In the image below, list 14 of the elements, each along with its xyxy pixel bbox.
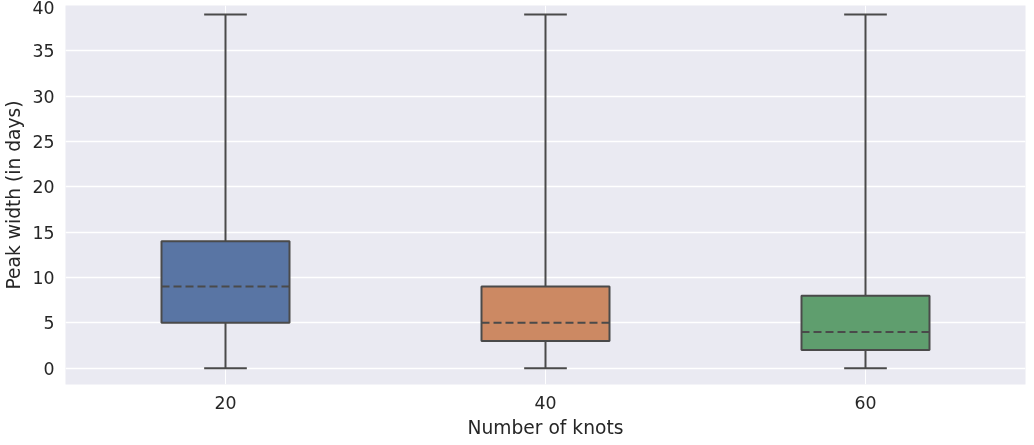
x-axis-title: Number of knots: [467, 416, 624, 438]
x-tick-label: 40: [534, 392, 557, 413]
y-tick-label: 35: [32, 41, 55, 62]
y-tick-label: 15: [32, 222, 55, 243]
x-tick-label: 60: [854, 392, 877, 413]
y-tick-label: 5: [43, 313, 55, 334]
y-tick-label: 30: [32, 86, 55, 107]
y-tick-label: 10: [32, 268, 55, 289]
x-tick-label: 20: [214, 392, 237, 413]
y-tick-label: 0: [43, 358, 55, 379]
y-axis-title: Peak width (in days): [3, 100, 25, 290]
y-tick-label: 40: [32, 0, 55, 18]
y-tick-label: 25: [32, 132, 55, 152]
y-tick-label: 20: [32, 177, 55, 198]
